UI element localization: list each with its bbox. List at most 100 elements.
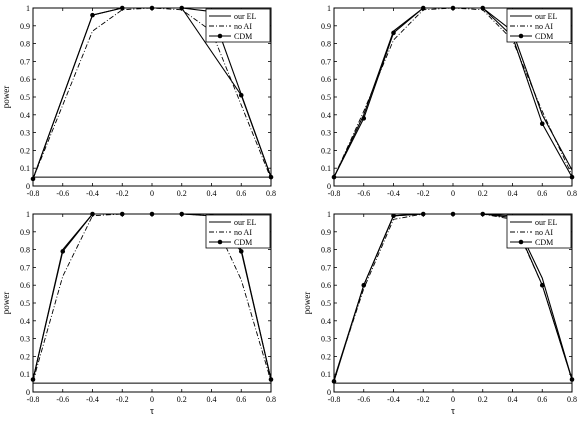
x-tick-label: -0.4 [387,395,400,404]
x-tick-label: -0.8 [27,395,40,404]
x-tick-label: 0.8 [567,189,577,198]
legend-label: our EL [535,12,558,21]
series-point-cdm [331,379,337,384]
y-tick-label: 0.3 [20,129,30,138]
chart-panel-2: -0.8 -0.6 -0.4 -0.2 0 0.2 0.4 0.6 0.8 0 0.1 0.2 0.3 0… [321,4,577,198]
y-tick-label: 0.5 [20,93,30,102]
x-tick-label: 0.4 [207,189,217,198]
y-tick-label: 0.7 [20,263,30,272]
y-tick-label: 0.1 [20,164,30,173]
series-line-no-ai [32,213,272,382]
legend-marker [217,33,223,39]
legend-label: no AI [535,22,553,31]
series-point-cdm [450,211,456,217]
y-tick-label: 0.9 [20,22,30,31]
y-tick-label: 0.1 [321,370,331,379]
x-tick-label: 0.6 [236,189,246,198]
x-tick-label: 0.6 [537,189,547,198]
y-tick-label: 1 [327,4,331,13]
y-tick-label: 0.8 [321,246,331,255]
x-tick-label: -0.2 [417,189,430,198]
series-point-cdm [539,282,545,288]
series-point-cdm [480,5,486,11]
x-tick-label: 0.2 [177,395,187,404]
y-tick-label: 0.9 [321,22,331,31]
series-point-cdm [179,5,185,11]
x-tick-label: -0.6 [56,395,69,404]
x-tick-label: 0.4 [508,395,518,404]
series-point-cdm [480,211,486,217]
series-point-cdm [60,249,66,254]
series-point-cdm [569,377,575,382]
x-tick-label: -0.2 [417,395,430,404]
y-tick-label: 0.6 [321,281,331,290]
y-tick-label: 0.5 [20,299,30,308]
x-tick-label: 0.4 [207,395,217,404]
y-tick-label: 0.1 [321,164,331,173]
series-point-cdm [238,92,244,98]
x-tick-label: 0.2 [478,189,488,198]
y-tick-label: 0.5 [321,299,331,308]
chart-panel-3: -0.8 -0.6 -0.4 -0.2 0 0.2 0.4 0.6 0.8 0 0.1 0.2 0.3 0… [1,210,276,417]
y-axis-label: power [1,292,11,315]
x-tick-label: 0 [451,189,455,198]
series-point-cdm [420,211,426,217]
series-point-cdm [569,174,575,180]
series-point-cdm [238,249,244,254]
series-point-cdm [149,5,155,11]
y-tick-label: 1 [26,210,30,219]
x-tick-label: 0.2 [478,395,488,404]
y-tick-label: 0 [26,182,30,191]
series-point-cdm [90,211,95,217]
legend-label: our EL [535,218,558,227]
x-tick-label: 0.8 [567,395,577,404]
y-tick-label: 0.6 [20,281,30,290]
x-tick-label: -0.8 [328,189,341,198]
x-tick-label: 0.6 [236,395,246,404]
x-tick-label: -0.6 [56,189,69,198]
legend-label: CDM [234,32,252,41]
x-tick-label: -0.4 [387,189,400,198]
x-tick-label: 0.8 [266,395,276,404]
x-tick-label: -0.6 [357,395,370,404]
y-tick-label: 0.2 [20,352,30,361]
y-tick-label: 0.7 [321,57,331,66]
y-tick-label: 0.4 [321,317,331,326]
x-axis-label: τ [150,406,154,417]
y-tick-label: 0.4 [321,111,331,120]
x-tick-label: -0.4 [86,395,99,404]
y-tick-label: 0.3 [321,335,331,344]
y-tick-label: 0.3 [321,129,331,138]
series-point-cdm [119,5,125,11]
y-tick-label: 0.2 [321,146,331,155]
x-tick-label: 0 [150,189,154,198]
y-axis-label: power [302,292,312,315]
legend-label: no AI [234,228,252,237]
x-axis-label: τ [451,406,455,417]
y-tick-label: 0.2 [321,352,331,361]
y-tick-label: 0 [327,182,331,191]
x-tick-label: -0.6 [357,189,370,198]
y-tick-label: 0 [26,388,30,397]
series-point-cdm [420,5,426,11]
y-tick-label: 1 [327,210,331,219]
legend-label: no AI [535,228,553,237]
series-point-cdm [268,377,274,382]
y-tick-label: 0.9 [321,228,331,237]
legend-label: CDM [234,238,252,247]
legend-label: CDM [535,238,553,247]
series-point-cdm [179,211,185,217]
series-point-cdm [391,213,396,219]
series-point-cdm [30,377,36,382]
chart-panel-1: -0.8 -0.6 -0.4 -0.2 0 0.2 0.4 0.6 0.8 0 0.1 0.2 0.3 0… [1,4,276,198]
series-point-cdm [361,116,367,121]
x-tick-label: -0.8 [328,395,341,404]
legend-label: our EL [234,12,257,21]
x-tick-label: -0.8 [27,189,40,198]
x-tick-label: 0 [451,395,455,404]
